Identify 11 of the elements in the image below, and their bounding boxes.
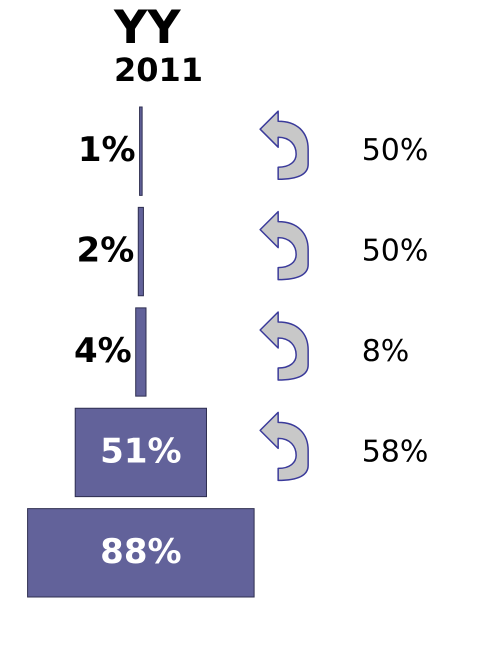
data-label: 1% bbox=[78, 130, 136, 170]
data-label: 4% bbox=[74, 331, 132, 371]
data-label: 88% bbox=[100, 532, 182, 572]
text: 58% bbox=[362, 434, 428, 470]
text: 50% bbox=[362, 133, 428, 168]
data-label: 2% bbox=[76, 230, 134, 271]
text: 50% bbox=[362, 234, 428, 269]
text: 2011 bbox=[114, 51, 204, 89]
text: 8% bbox=[362, 334, 410, 369]
data-label: 51% bbox=[100, 431, 182, 472]
text: YY bbox=[113, 0, 182, 54]
